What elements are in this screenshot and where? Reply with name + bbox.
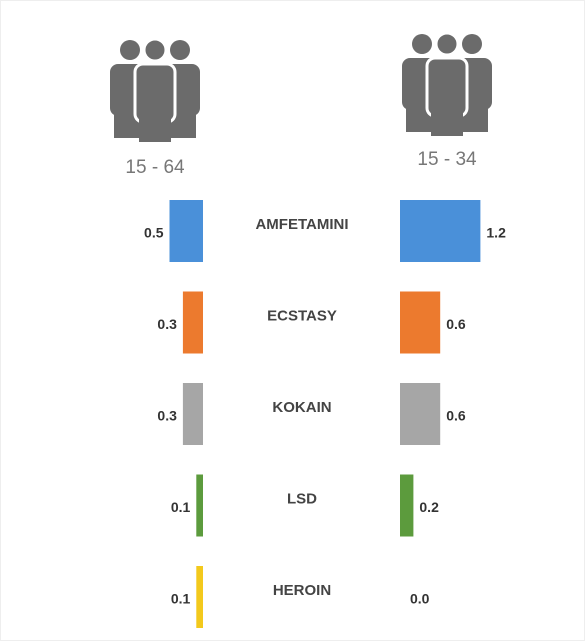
group-label: 15 - 34 [417, 149, 477, 170]
category-label: ECSTASY [267, 307, 337, 324]
value-label: 1.2 [486, 225, 506, 241]
category-label: AMFETAMINI [255, 216, 348, 233]
value-label: 0.6 [446, 316, 466, 332]
bar [196, 474, 203, 537]
bar [400, 474, 414, 537]
bar [182, 383, 203, 445]
bar [400, 200, 481, 262]
category-label: LSD [287, 490, 317, 507]
value-label: 0.6 [446, 408, 466, 424]
value-label: 0.1 [171, 591, 191, 607]
group-label: 15 - 64 [125, 157, 185, 178]
bar [169, 200, 203, 262]
category-label: HEROIN [273, 582, 331, 599]
value-label: 0.0 [410, 591, 430, 607]
value-label: 0.1 [171, 499, 191, 515]
bar [400, 291, 441, 354]
value-label: 0.3 [157, 408, 177, 424]
value-label: 0.5 [144, 225, 164, 241]
bar [400, 383, 441, 445]
value-label: 0.3 [157, 316, 177, 332]
value-label: 0.2 [419, 499, 439, 515]
bar [182, 291, 203, 354]
bar [196, 566, 203, 628]
people-icon [108, 37, 202, 144]
category-label: KOKAIN [272, 399, 331, 416]
people-icon [400, 31, 494, 138]
